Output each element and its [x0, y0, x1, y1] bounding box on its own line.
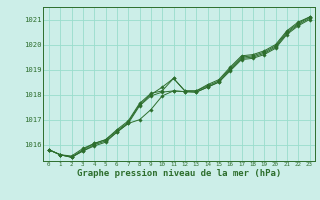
X-axis label: Graphe pression niveau de la mer (hPa): Graphe pression niveau de la mer (hPa): [77, 169, 281, 178]
